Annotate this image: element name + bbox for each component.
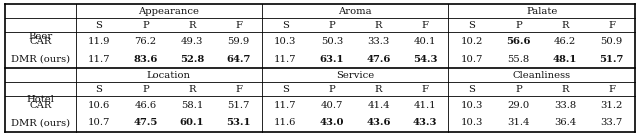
- Text: Palate: Palate: [526, 7, 557, 16]
- Text: 31.2: 31.2: [600, 101, 623, 110]
- Text: 10.3: 10.3: [461, 118, 483, 127]
- Text: 33.7: 33.7: [600, 118, 623, 127]
- Text: 54.3: 54.3: [413, 55, 437, 64]
- Text: 10.6: 10.6: [88, 101, 110, 110]
- Text: 63.1: 63.1: [319, 55, 344, 64]
- Text: 55.8: 55.8: [508, 55, 529, 64]
- Text: F: F: [608, 85, 615, 94]
- Text: 33.3: 33.3: [367, 37, 390, 46]
- Text: 11.7: 11.7: [274, 101, 296, 110]
- Text: S: S: [95, 85, 102, 94]
- Text: CAR: CAR: [29, 37, 51, 46]
- Text: Beer: Beer: [28, 32, 52, 41]
- Text: 11.7: 11.7: [274, 55, 296, 64]
- Text: 29.0: 29.0: [508, 101, 529, 110]
- Text: 51.7: 51.7: [227, 101, 250, 110]
- Text: 43.6: 43.6: [366, 118, 391, 127]
- Text: DMR (ours): DMR (ours): [11, 55, 70, 64]
- Text: 10.3: 10.3: [461, 101, 483, 110]
- Text: R: R: [561, 85, 569, 94]
- Text: P: P: [142, 85, 149, 94]
- Text: 47.6: 47.6: [366, 55, 390, 64]
- Text: S: S: [282, 21, 289, 30]
- Text: 10.3: 10.3: [274, 37, 296, 46]
- Text: P: P: [328, 85, 335, 94]
- Text: 40.1: 40.1: [414, 37, 436, 46]
- Text: 47.5: 47.5: [133, 118, 157, 127]
- Text: 10.7: 10.7: [88, 118, 110, 127]
- Text: F: F: [422, 21, 429, 30]
- Text: S: S: [282, 85, 289, 94]
- Text: 64.7: 64.7: [227, 55, 251, 64]
- Text: 58.1: 58.1: [181, 101, 204, 110]
- Text: 46.6: 46.6: [134, 101, 157, 110]
- Text: 40.7: 40.7: [321, 101, 343, 110]
- Text: 60.1: 60.1: [180, 118, 204, 127]
- Text: R: R: [375, 85, 382, 94]
- Text: 50.3: 50.3: [321, 37, 343, 46]
- Text: DMR (ours): DMR (ours): [11, 118, 70, 127]
- Text: F: F: [608, 21, 615, 30]
- Text: 52.8: 52.8: [180, 55, 204, 64]
- Text: F: F: [422, 85, 429, 94]
- Text: CAR: CAR: [29, 101, 51, 110]
- Text: 11.7: 11.7: [88, 55, 110, 64]
- Text: 76.2: 76.2: [134, 37, 157, 46]
- Text: 11.6: 11.6: [274, 118, 296, 127]
- Text: P: P: [142, 21, 149, 30]
- Text: 53.1: 53.1: [227, 118, 251, 127]
- Text: 41.1: 41.1: [414, 101, 436, 110]
- Text: Location: Location: [147, 71, 191, 80]
- Text: 49.3: 49.3: [181, 37, 204, 46]
- Text: S: S: [468, 21, 475, 30]
- Text: 36.4: 36.4: [554, 118, 576, 127]
- Text: 43.3: 43.3: [413, 118, 437, 127]
- Text: 41.4: 41.4: [367, 101, 390, 110]
- Text: Service: Service: [336, 71, 374, 80]
- Text: Appearance: Appearance: [138, 7, 199, 16]
- Text: 11.9: 11.9: [88, 37, 110, 46]
- Text: Aroma: Aroma: [339, 7, 372, 16]
- Text: Hotel: Hotel: [26, 95, 54, 104]
- Text: P: P: [515, 21, 522, 30]
- Text: R: R: [188, 21, 196, 30]
- Text: 33.8: 33.8: [554, 101, 576, 110]
- Text: R: R: [375, 21, 382, 30]
- Text: F: F: [235, 85, 242, 94]
- Text: P: P: [515, 85, 522, 94]
- Text: 83.6: 83.6: [133, 55, 157, 64]
- Text: R: R: [188, 85, 196, 94]
- Text: S: S: [468, 85, 475, 94]
- Text: 51.7: 51.7: [600, 55, 624, 64]
- Text: 10.2: 10.2: [461, 37, 483, 46]
- Text: 48.1: 48.1: [553, 55, 577, 64]
- Text: 10.7: 10.7: [461, 55, 483, 64]
- Text: P: P: [328, 21, 335, 30]
- Text: Cleanliness: Cleanliness: [513, 71, 571, 80]
- Text: S: S: [95, 21, 102, 30]
- Text: R: R: [561, 21, 569, 30]
- Text: F: F: [235, 21, 242, 30]
- Text: 46.2: 46.2: [554, 37, 576, 46]
- Text: 43.0: 43.0: [319, 118, 344, 127]
- Text: 31.4: 31.4: [507, 118, 529, 127]
- Text: 50.9: 50.9: [600, 37, 623, 46]
- Text: 56.6: 56.6: [506, 37, 531, 46]
- Text: 59.9: 59.9: [228, 37, 250, 46]
